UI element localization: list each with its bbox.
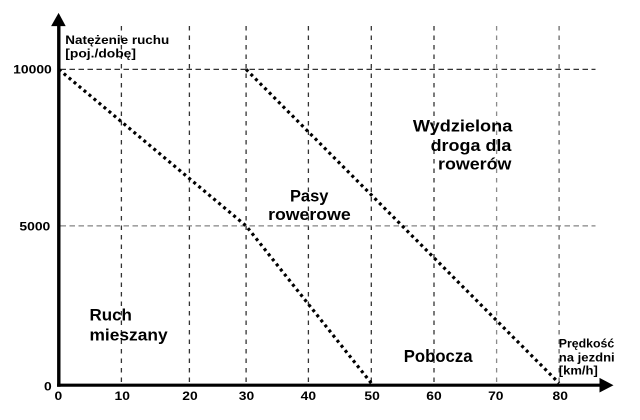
svg-text:40: 40 xyxy=(301,389,317,403)
svg-text:80: 80 xyxy=(553,389,569,403)
svg-text:50: 50 xyxy=(364,389,380,403)
svg-text:0: 0 xyxy=(55,389,63,403)
svg-text:0: 0 xyxy=(44,379,52,393)
svg-text:Natężenie ruchu: Natężenie ruchu xyxy=(65,33,169,47)
svg-text:Ruch: Ruch xyxy=(90,306,132,325)
svg-text:rowerów: rowerów xyxy=(438,154,512,173)
svg-text:Pasy: Pasy xyxy=(290,187,329,206)
svg-text:10: 10 xyxy=(115,389,131,403)
svg-text:[km/h]: [km/h] xyxy=(559,364,598,378)
svg-text:na jezdni: na jezdni xyxy=(559,350,615,364)
svg-text:Pobocza: Pobocza xyxy=(404,346,473,366)
svg-text:mieszany: mieszany xyxy=(90,325,169,344)
svg-text:Wydzielona: Wydzielona xyxy=(413,117,513,136)
svg-text:60: 60 xyxy=(426,389,442,403)
svg-text:30: 30 xyxy=(239,389,255,403)
svg-text:droga dla: droga dla xyxy=(431,136,512,155)
svg-text:10000: 10000 xyxy=(13,63,52,77)
svg-text:20: 20 xyxy=(182,389,198,403)
svg-text:5000: 5000 xyxy=(19,219,50,233)
svg-text:70: 70 xyxy=(488,389,504,403)
svg-text:Prędkość: Prędkość xyxy=(559,337,615,351)
svg-text:rowerowe: rowerowe xyxy=(268,205,351,224)
svg-text:[poj./dobę]: [poj./dobę] xyxy=(65,47,136,61)
